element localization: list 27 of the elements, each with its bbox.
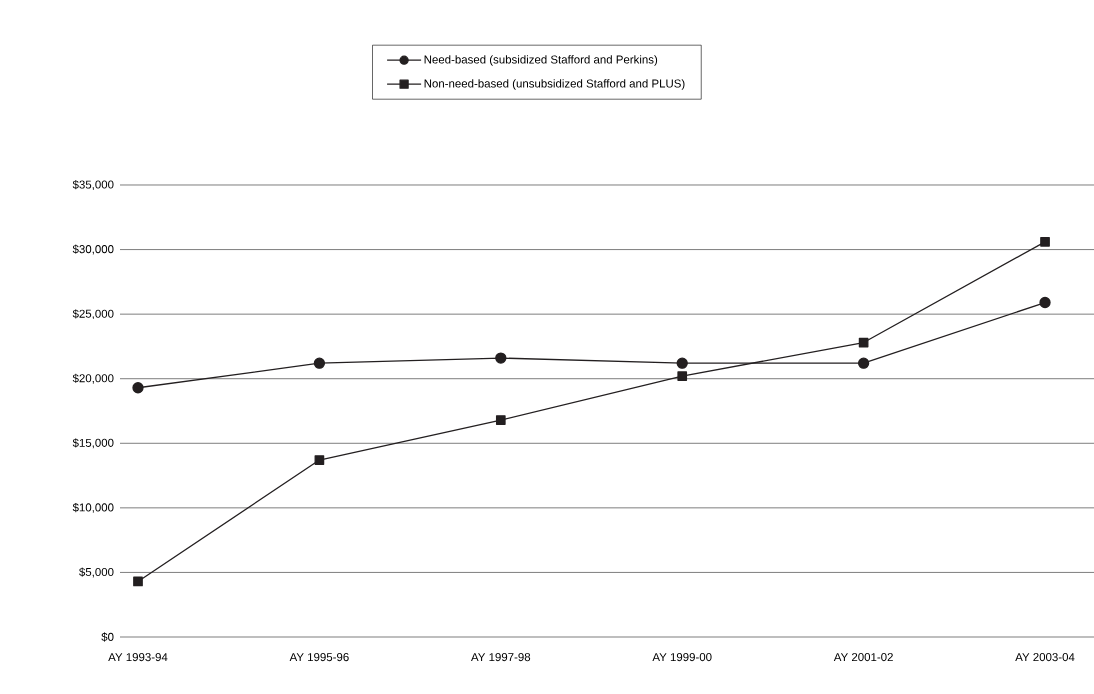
- x-tick-label: AY 1999-00: [652, 653, 712, 662]
- y-tick-label: $0: [101, 632, 114, 642]
- x-tick-label: AY 1995-96: [289, 653, 349, 662]
- point: [1039, 296, 1051, 309]
- point: [133, 576, 143, 587]
- legend-label: Non-need-based (unsubsidized Stafford and PLUS): [424, 79, 685, 90]
- y-tick-label: $25,000: [72, 309, 114, 320]
- point: [313, 357, 326, 369]
- y-tick-label: $10,000: [72, 502, 114, 513]
- y-tick-label: $20,000: [72, 373, 114, 384]
- point: [677, 371, 688, 381]
- point: [495, 415, 506, 425]
- y-tick-label: $15,000: [72, 438, 114, 449]
- point: [495, 352, 507, 364]
- legend-label: Need-based (subsidized Stafford and Perkins): [424, 55, 658, 66]
- y-tick-label: $5,000: [79, 567, 114, 578]
- point: [1040, 236, 1050, 247]
- point: [676, 357, 688, 369]
- y-tick-label: $30,000: [72, 244, 114, 255]
- x-tick-label: AY 1997-98: [470, 653, 531, 662]
- x-tick-label: AY 2003-04: [1015, 653, 1075, 662]
- point: [132, 382, 144, 394]
- x-tick-label: AY 2001-02: [833, 653, 893, 662]
- x-tick-label: AY 1993-94: [108, 653, 168, 662]
- point: [314, 455, 325, 465]
- point: [857, 357, 870, 369]
- y-tick-label: $35,000: [72, 180, 114, 190]
